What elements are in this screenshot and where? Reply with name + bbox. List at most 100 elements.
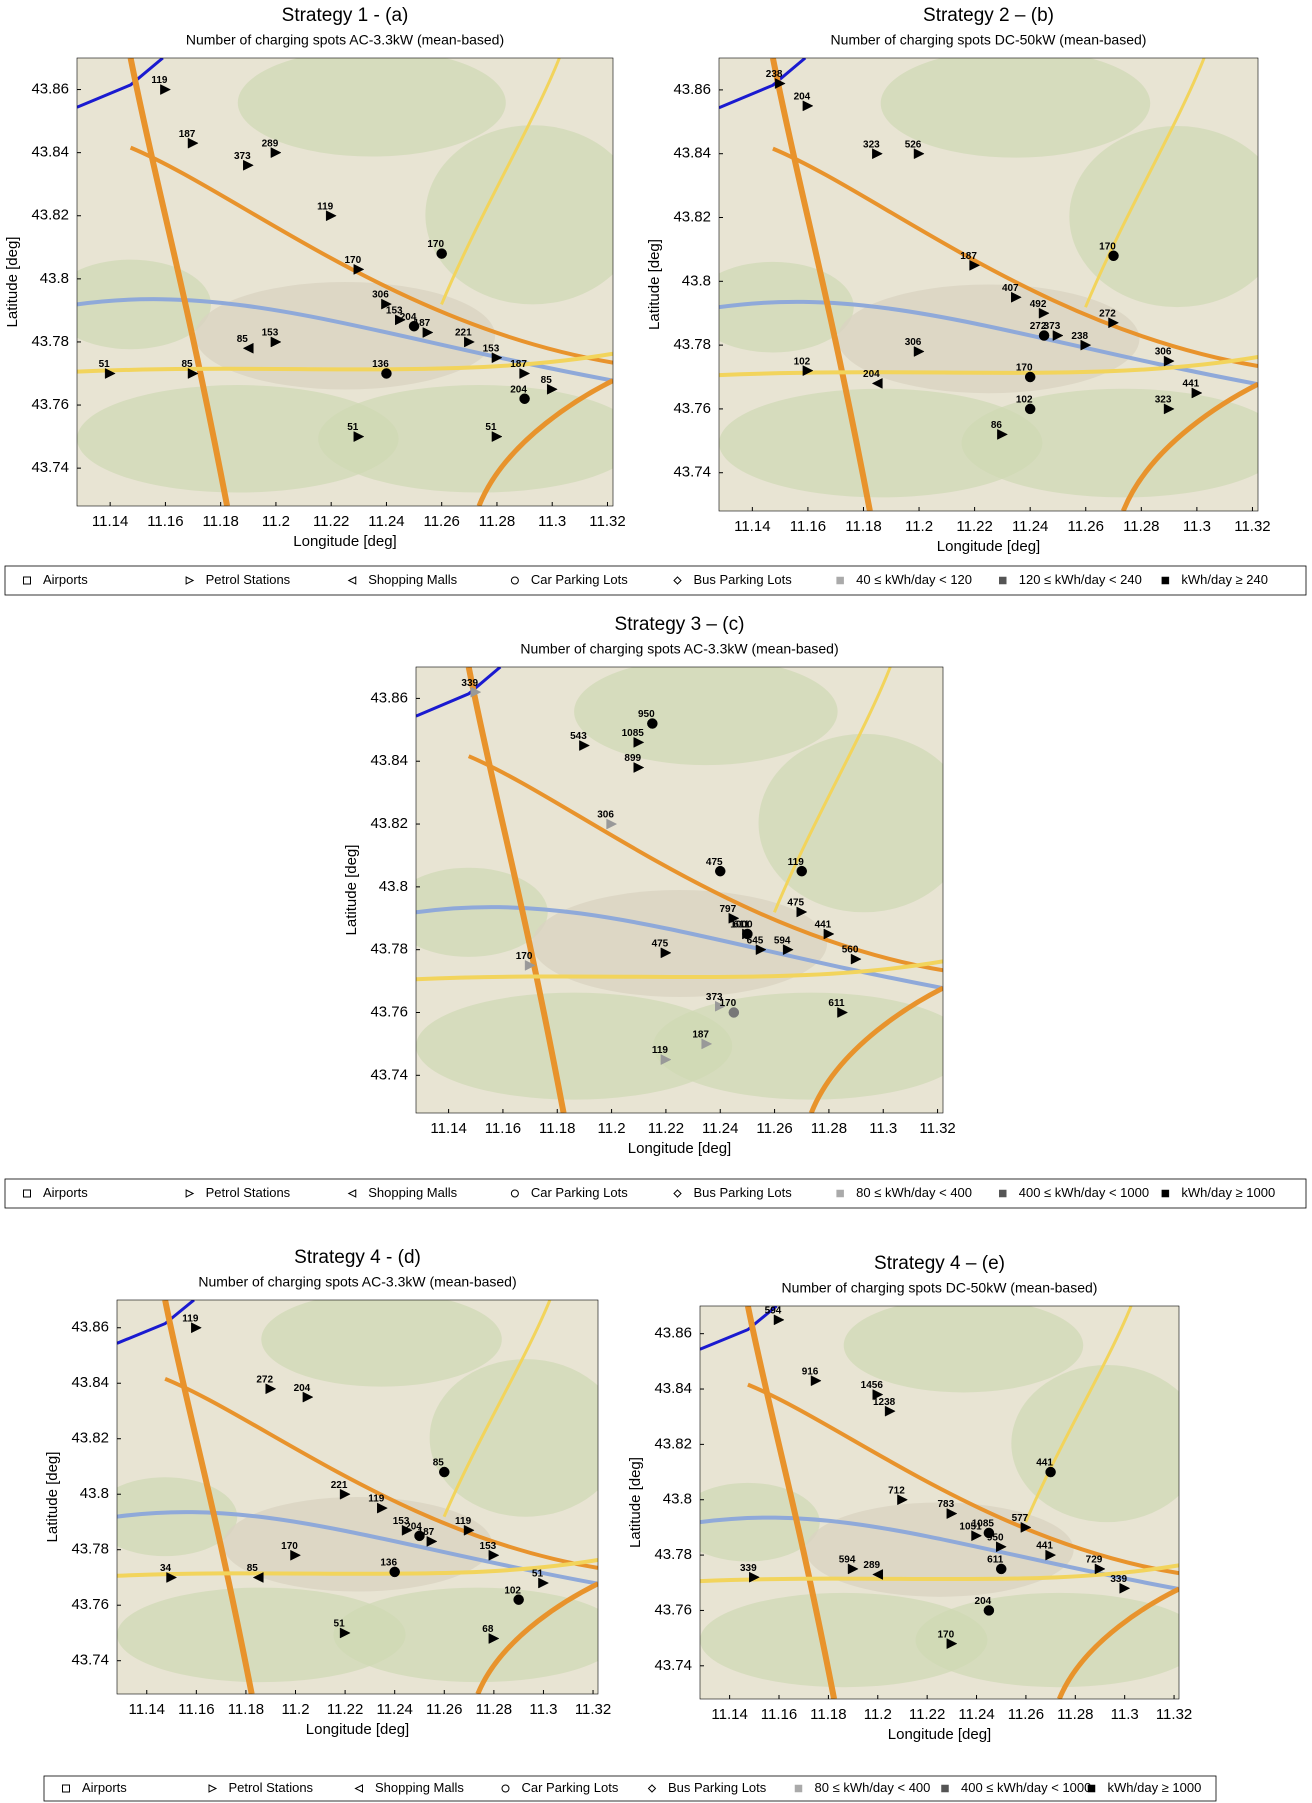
- y-tick-label: 43.76: [673, 400, 711, 417]
- legend-label: 400 ≤ kWh/day < 1000: [1019, 1185, 1149, 1200]
- map: [692, 49, 1285, 511]
- x-tick-label: 11.22: [313, 513, 349, 530]
- value-label: 204: [510, 384, 527, 395]
- legend-label: Airports: [82, 1780, 127, 1795]
- map-green-area: [574, 658, 838, 765]
- y-axis-label: Latitude [deg]: [646, 239, 663, 330]
- y-axis-label: Latitude [deg]: [627, 1457, 644, 1548]
- value-label: 102: [1016, 395, 1033, 406]
- value-label: 102: [504, 1585, 521, 1596]
- y-axis-label: Latitude [deg]: [343, 845, 360, 936]
- value-label: 441: [1036, 1458, 1053, 1469]
- figure: Strategy 1 - (a)Number of charging spots…: [0, 0, 1312, 1803]
- y-tick-label: 43.82: [31, 207, 69, 224]
- value-label: 221: [331, 1480, 348, 1491]
- x-tick-label: 11.26: [423, 513, 459, 530]
- x-axis-label: Longitude [deg]: [306, 1721, 409, 1738]
- value-label: 51: [532, 1569, 544, 1580]
- x-tick-label: 11.28: [479, 513, 515, 530]
- y-tick-label: 43.86: [673, 81, 711, 98]
- value-label: 729: [1086, 1555, 1103, 1566]
- value-label: 492: [1030, 299, 1047, 310]
- value-label: 323: [863, 139, 880, 150]
- y-tick-label: 43.86: [31, 81, 69, 98]
- value-label: 119: [788, 857, 805, 868]
- value-label: 797: [719, 904, 736, 915]
- x-tick-label: 11.32: [1156, 1706, 1192, 1723]
- x-tick-label: 11.26: [756, 1120, 792, 1137]
- chart-subtitle: Number of charging spots DC-50kW (mean-b…: [782, 1280, 1098, 1296]
- value-label: 153: [483, 343, 500, 354]
- value-label: 783: [938, 1499, 955, 1510]
- value-label: 441: [1036, 1541, 1053, 1552]
- value-label: 339: [461, 678, 478, 689]
- value-label: 136: [372, 359, 389, 370]
- value-label: 611: [987, 1555, 1004, 1566]
- y-axis-label: Latitude [deg]: [4, 237, 21, 328]
- value-label: 170: [1016, 363, 1033, 374]
- x-axis-label: Longitude [deg]: [937, 538, 1040, 555]
- value-label: 85: [247, 1563, 259, 1574]
- legend-label: 80 ≤ kWh/day < 400: [815, 1780, 931, 1795]
- value-label: 272: [1030, 321, 1047, 332]
- legend-label: Car Parking Lots: [531, 572, 628, 587]
- x-tick-label: 11.32: [919, 1120, 955, 1137]
- value-label: 594: [774, 935, 791, 946]
- x-tick-label: 11.16: [485, 1120, 521, 1137]
- value-label: 543: [570, 731, 587, 742]
- value-label: 119: [182, 1313, 199, 1324]
- x-tick-label: 11.16: [761, 1706, 797, 1723]
- value-label: 611: [828, 998, 845, 1009]
- legend-label: Shopping Malls: [368, 1185, 457, 1200]
- legend-label: Airports: [43, 572, 88, 587]
- value-label: 221: [455, 328, 472, 339]
- x-tick-label: 11.3: [529, 1701, 557, 1718]
- map-green-area: [1069, 126, 1285, 307]
- value-label: 441: [1183, 379, 1200, 390]
- legend-symbol: [837, 577, 844, 584]
- value-label: 306: [1155, 347, 1172, 358]
- value-label: 153: [262, 328, 279, 339]
- x-tick-label: 11.18: [228, 1701, 264, 1718]
- value-label: 85: [541, 375, 553, 386]
- legend-symbol: [1162, 1190, 1169, 1197]
- x-tick-label: 11.22: [327, 1701, 363, 1718]
- x-tick-label: 11.3: [1111, 1706, 1139, 1723]
- value-label: 119: [455, 1516, 472, 1527]
- value-label: 204: [294, 1383, 311, 1394]
- y-tick-label: 43.76: [71, 1596, 109, 1613]
- x-axis-label: Longitude [deg]: [888, 1726, 991, 1743]
- legend-label: kWh/day ≥ 1000: [1181, 1185, 1275, 1200]
- value-label: 899: [624, 753, 641, 764]
- legend-label: Bus Parking Lots: [694, 572, 793, 587]
- map: [390, 658, 970, 1113]
- x-tick-label: 11.24: [702, 1120, 738, 1137]
- x-tick-label: 11.2: [864, 1706, 892, 1723]
- x-tick-label: 11.14: [430, 1120, 466, 1137]
- value-label: 594: [765, 1305, 782, 1316]
- x-tick-label: 11.22: [648, 1120, 684, 1137]
- x-tick-label: 11.16: [178, 1701, 214, 1718]
- value-label: 187: [960, 251, 977, 262]
- legend-label: Car Parking Lots: [531, 1185, 628, 1200]
- legend-symbol: [795, 1785, 802, 1792]
- value-label: 102: [794, 356, 811, 367]
- x-tick-label: 11.14: [734, 518, 770, 535]
- legend-label: 80 ≤ kWh/day < 400: [856, 1185, 972, 1200]
- legend-label: 120 ≤ kWh/day < 240: [1019, 572, 1142, 587]
- value-label: 170: [719, 998, 736, 1009]
- legend-label: Bus Parking Lots: [694, 1185, 793, 1200]
- value-label: 339: [1110, 1574, 1127, 1585]
- y-tick-label: 43.74: [31, 459, 69, 476]
- value-label: 170: [1099, 241, 1116, 252]
- chart-subtitle: Number of charging spots AC-3.3kW (mean-…: [198, 1274, 516, 1290]
- legend-label: 400 ≤ kWh/day < 1000: [961, 1780, 1091, 1795]
- value-label: 204: [975, 1596, 992, 1607]
- value-label: 577: [1012, 1513, 1029, 1524]
- x-tick-label: 11.3: [869, 1120, 897, 1137]
- value-label: 238: [1071, 331, 1088, 342]
- value-label: 119: [151, 75, 168, 86]
- y-tick-label: 43.78: [654, 1546, 692, 1563]
- y-tick-label: 43.76: [654, 1601, 692, 1618]
- value-label: 407: [1002, 283, 1019, 294]
